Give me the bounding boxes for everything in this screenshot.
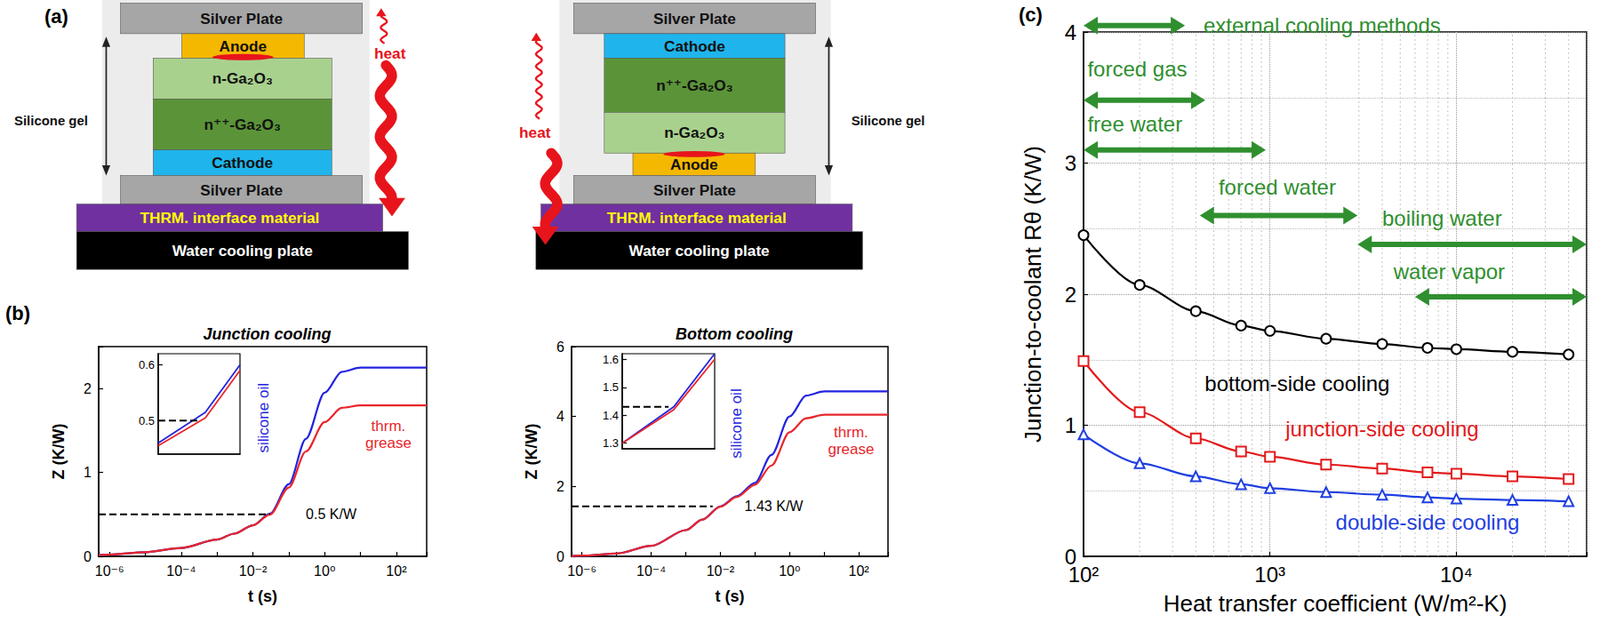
svg-text:Cathode: Cathode bbox=[211, 153, 273, 172]
svg-text:(b): (b) bbox=[5, 302, 31, 325]
svg-text:Silicone gel: Silicone gel bbox=[14, 112, 88, 128]
svg-text:Water cooling plate: Water cooling plate bbox=[629, 241, 770, 260]
svg-text:10⁰: 10⁰ bbox=[778, 563, 800, 579]
svg-text:10⁴: 10⁴ bbox=[1440, 562, 1473, 587]
svg-text:Z (K/W): Z (K/W) bbox=[49, 424, 68, 480]
svg-text:10⁻²: 10⁻² bbox=[239, 563, 268, 579]
svg-text:0.5: 0.5 bbox=[138, 414, 155, 428]
svg-text:1: 1 bbox=[1064, 413, 1077, 438]
svg-text:n⁺⁺-Ga₂O₃: n⁺⁺-Ga₂O₃ bbox=[656, 76, 733, 95]
svg-text:10²: 10² bbox=[1068, 562, 1100, 587]
svg-text:Junction cooling: Junction cooling bbox=[203, 325, 332, 344]
svg-text:6: 6 bbox=[556, 339, 565, 355]
svg-text:1.4: 1.4 bbox=[602, 408, 619, 423]
svg-text:(c): (c) bbox=[1018, 3, 1043, 26]
svg-text:boiling water: boiling water bbox=[1382, 206, 1503, 231]
svg-text:(a): (a) bbox=[44, 5, 69, 28]
svg-text:3: 3 bbox=[1064, 151, 1077, 176]
svg-text:grease: grease bbox=[365, 434, 412, 452]
svg-text:1.43 K/W: 1.43 K/W bbox=[744, 498, 805, 514]
svg-text:10²: 10² bbox=[848, 563, 871, 579]
svg-text:n⁺⁺-Ga₂O₃: n⁺⁺-Ga₂O₃ bbox=[204, 115, 281, 134]
svg-text:Silicone gel: Silicone gel bbox=[851, 112, 926, 128]
svg-text:Silver Plate: Silver Plate bbox=[653, 181, 736, 200]
svg-text:thrm.: thrm. bbox=[833, 424, 869, 441]
svg-text:10⁻⁶: 10⁻⁶ bbox=[567, 563, 597, 579]
svg-text:1: 1 bbox=[83, 464, 92, 480]
svg-text:water vapor: water vapor bbox=[1392, 259, 1505, 284]
svg-text:0: 0 bbox=[1064, 544, 1077, 569]
svg-text:THRM. interface material: THRM. interface material bbox=[607, 208, 787, 227]
svg-text:0: 0 bbox=[556, 549, 565, 565]
svg-text:Anode: Anode bbox=[219, 37, 268, 56]
svg-text:1.6: 1.6 bbox=[602, 352, 619, 367]
svg-text:forced water: forced water bbox=[1218, 175, 1336, 200]
svg-text:free water: free water bbox=[1087, 112, 1183, 136]
svg-text:grease: grease bbox=[827, 440, 874, 458]
svg-text:n-Ga₂O₃: n-Ga₂O₃ bbox=[664, 123, 725, 142]
svg-text:Silver Plate: Silver Plate bbox=[200, 9, 283, 28]
svg-text:bottom-side cooling: bottom-side cooling bbox=[1204, 371, 1390, 396]
svg-text:n-Ga₂O₃: n-Ga₂O₃ bbox=[212, 69, 273, 88]
svg-text:Bottom cooling: Bottom cooling bbox=[675, 325, 793, 344]
svg-text:Heat transfer coefficient (W/m: Heat transfer coefficient (W/m²-K) bbox=[1163, 590, 1508, 617]
svg-text:t (s): t (s) bbox=[248, 587, 278, 606]
svg-text:0: 0 bbox=[83, 549, 92, 565]
svg-text:silicone oil: silicone oil bbox=[255, 383, 272, 453]
svg-text:Silver Plate: Silver Plate bbox=[653, 9, 736, 28]
svg-text:10³: 10³ bbox=[1254, 562, 1286, 587]
svg-text:Silver Plate: Silver Plate bbox=[200, 181, 283, 200]
svg-text:junction-side cooling: junction-side cooling bbox=[1284, 416, 1479, 441]
svg-text:2: 2 bbox=[556, 479, 565, 495]
svg-text:heat: heat bbox=[519, 123, 552, 142]
svg-text:heat: heat bbox=[374, 44, 407, 63]
svg-text:10⁻⁴: 10⁻⁴ bbox=[166, 563, 196, 579]
svg-text:1.3: 1.3 bbox=[602, 436, 619, 450]
svg-text:2: 2 bbox=[83, 381, 92, 397]
svg-text:4: 4 bbox=[556, 408, 565, 424]
svg-text:Water cooling plate: Water cooling plate bbox=[172, 241, 313, 260]
svg-text:10²: 10² bbox=[385, 563, 408, 579]
svg-text:forced gas: forced gas bbox=[1087, 56, 1187, 81]
svg-text:0.5 K/W: 0.5 K/W bbox=[305, 506, 358, 522]
svg-text:external cooling methods: external cooling methods bbox=[1203, 13, 1441, 38]
svg-text:Junction-to-coolant Rθ (K/W): Junction-to-coolant Rθ (K/W) bbox=[1019, 145, 1047, 443]
svg-text:Anode: Anode bbox=[670, 155, 719, 174]
svg-text:4: 4 bbox=[1064, 20, 1077, 45]
svg-text:1.5: 1.5 bbox=[602, 380, 619, 394]
svg-text:2: 2 bbox=[1064, 282, 1077, 307]
svg-text:0.6: 0.6 bbox=[138, 358, 155, 372]
svg-text:10⁻⁴: 10⁻⁴ bbox=[636, 563, 666, 579]
svg-text:thrm.: thrm. bbox=[371, 417, 407, 435]
svg-text:10⁻⁶: 10⁻⁶ bbox=[95, 563, 125, 579]
svg-text:THRM. interface material: THRM. interface material bbox=[139, 208, 320, 227]
svg-text:t (s): t (s) bbox=[715, 587, 745, 606]
svg-text:Cathode: Cathode bbox=[664, 37, 726, 56]
svg-text:silicone oil: silicone oil bbox=[728, 388, 745, 458]
svg-text:double-side cooling: double-side cooling bbox=[1336, 510, 1520, 535]
svg-text:Z (K/W): Z (K/W) bbox=[522, 424, 541, 480]
svg-text:10⁰: 10⁰ bbox=[313, 563, 336, 579]
svg-text:10⁻²: 10⁻² bbox=[706, 563, 736, 579]
